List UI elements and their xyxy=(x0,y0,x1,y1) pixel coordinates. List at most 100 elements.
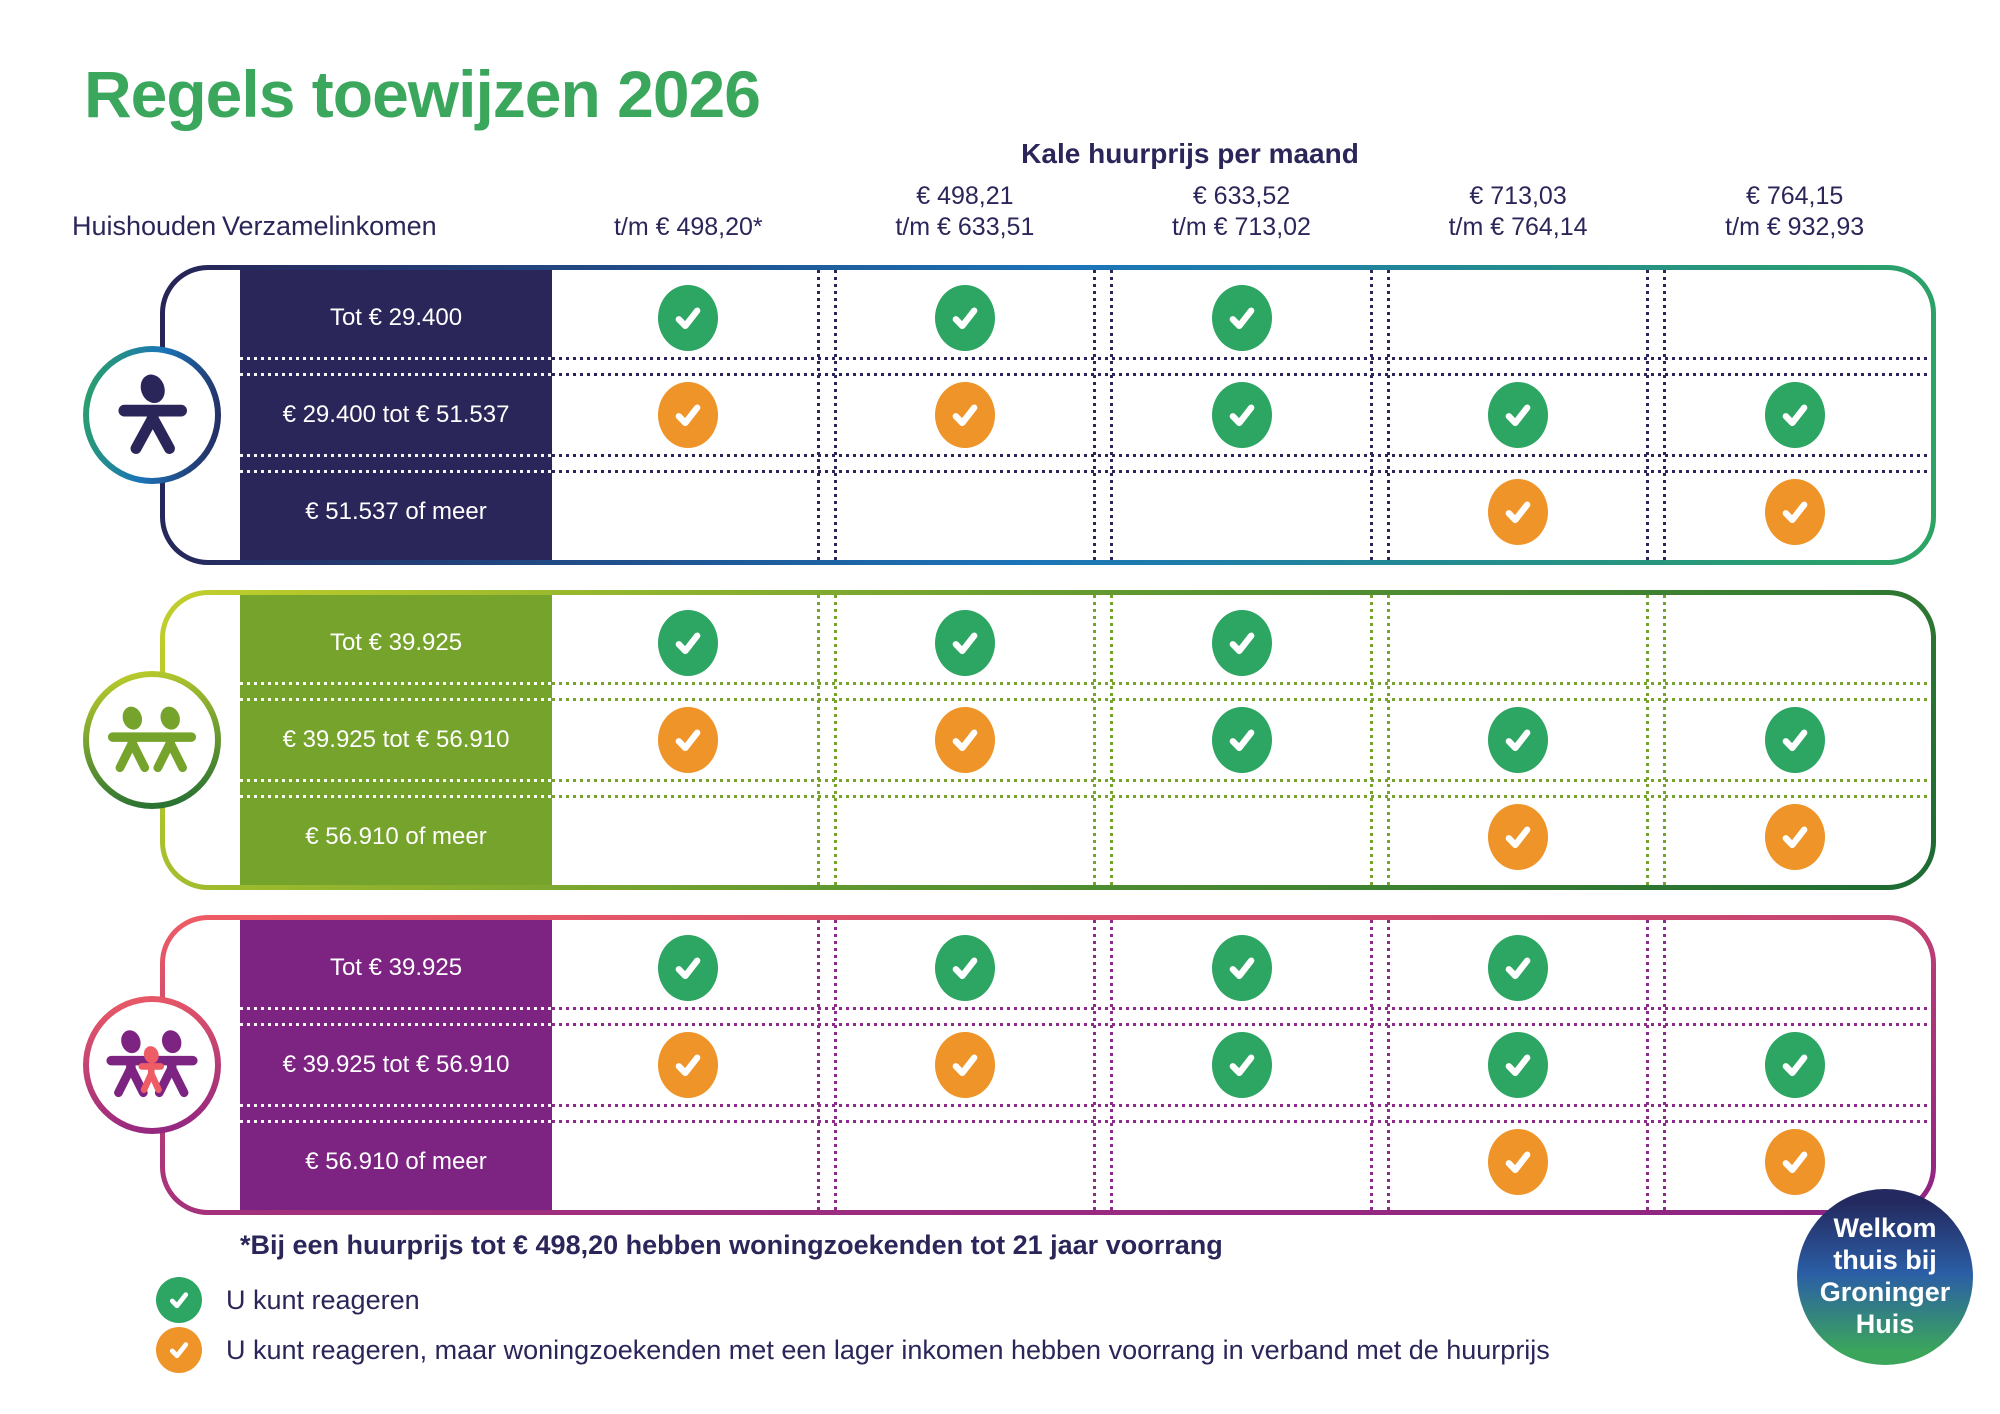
check-glyph xyxy=(952,729,978,752)
income-range-label: € 29.400 tot € 51.537 xyxy=(282,401,510,428)
row-separator-line-on-label xyxy=(240,698,552,702)
orange-check-icon xyxy=(156,1327,202,1373)
check-glyph xyxy=(676,957,701,980)
check-glyph xyxy=(952,632,978,655)
orange-check-icon xyxy=(658,707,719,773)
column-header-income: Verzamelinkomen xyxy=(222,211,437,241)
row-separator-line xyxy=(552,682,1931,686)
single-person-glyph xyxy=(118,374,187,454)
price-column-header-5: € 764,15 t/m € 932,93 xyxy=(1656,176,1933,242)
orange-check-icon xyxy=(1488,478,1549,545)
orange-check-icon xyxy=(658,1032,719,1098)
income-label-column xyxy=(240,920,552,1210)
column-separator-line xyxy=(1093,595,1097,885)
price-column-header-4: € 713,03 t/m € 764,14 xyxy=(1380,176,1657,242)
price-column-line: € 498,21 xyxy=(916,182,1014,210)
green-check-icon xyxy=(935,610,995,677)
green-check-icon xyxy=(1488,382,1549,448)
household-panel-family-with-children: Tot € 39.925 € 39.925 tot € 56.910 € 56.91… xyxy=(83,915,1936,1215)
income-range-label: Tot € 29.400 xyxy=(329,304,463,332)
row-separator-line-on-label xyxy=(240,794,552,798)
income-label-column xyxy=(240,595,552,885)
column-separator-line xyxy=(1646,595,1650,885)
check-glyph xyxy=(952,404,978,427)
check-glyph xyxy=(1229,307,1254,330)
legend-item-orange: U kunt reageren, maar woningzoekenden me… xyxy=(156,1327,1550,1373)
check-glyph xyxy=(952,307,978,330)
check-glyph xyxy=(952,957,978,980)
check-glyph xyxy=(1229,729,1254,752)
row-separator-line xyxy=(552,469,1931,473)
check-glyph xyxy=(1229,632,1254,655)
check-glyph xyxy=(1505,1054,1531,1077)
price-column-line: t/m € 764,14 xyxy=(1448,212,1588,241)
row-separator-line xyxy=(552,453,1931,457)
orange-check-icon xyxy=(1488,1128,1549,1195)
column-separator-line xyxy=(833,270,837,560)
check-glyph xyxy=(1782,501,1808,523)
single-person-icon xyxy=(83,346,221,484)
price-column-header-1: t/m € 498,20* xyxy=(550,176,827,242)
row-separator-line xyxy=(552,1007,1931,1011)
household-panel-single-person: Tot € 29.400 € 29.400 tot € 51.537 € 51.53… xyxy=(83,265,1936,565)
check-glyph xyxy=(1782,729,1808,752)
badge-line: thuis bij xyxy=(1833,1245,1937,1276)
green-check-icon xyxy=(1211,610,1272,677)
column-separator-line xyxy=(1093,920,1097,1210)
check-glyph xyxy=(1505,826,1531,848)
income-range-label: Tot € 39.925 xyxy=(329,629,463,657)
price-column-line: t/m € 633,51 xyxy=(895,212,1035,241)
panel-body: Tot € 39.925 € 39.925 tot € 56.910 € 56.91… xyxy=(165,920,1931,1210)
badge-line: Groninger xyxy=(1819,1277,1951,1307)
row-separator-line-on-label xyxy=(240,1007,552,1011)
income-range-label: Tot € 39.925 xyxy=(329,954,463,982)
check-glyph xyxy=(1505,957,1531,980)
row-separator-line-on-label xyxy=(240,682,552,686)
check-glyph xyxy=(1229,957,1254,980)
column-separator-line xyxy=(1369,595,1373,885)
check-glyph xyxy=(1782,1151,1808,1173)
green-check-icon xyxy=(1211,285,1272,352)
income-range-label: € 51.537 of meer xyxy=(305,497,487,525)
row-separator-line-on-label xyxy=(240,1119,552,1123)
check-glyph xyxy=(1505,1151,1531,1173)
green-check-icon xyxy=(1211,1032,1272,1098)
green-check-icon xyxy=(658,935,719,1002)
column-separator-line xyxy=(1093,270,1097,560)
green-check-icon xyxy=(1764,1032,1825,1098)
row-separator-line-on-label xyxy=(240,778,552,782)
price-column-line: t/m € 498,20* xyxy=(613,212,763,241)
column-separator-line xyxy=(1386,920,1390,1210)
legend-label: U kunt reageren xyxy=(226,1284,420,1315)
check-glyph xyxy=(1229,1054,1254,1077)
row-separator-line-on-label xyxy=(240,373,552,377)
column-separator-line xyxy=(1386,595,1390,885)
orange-check-icon xyxy=(1488,803,1549,870)
column-separator-line xyxy=(1646,270,1650,560)
price-column-line: € 713,03 xyxy=(1469,182,1567,210)
green-check-icon xyxy=(658,610,719,677)
column-separator-line xyxy=(1369,920,1373,1210)
price-column-headers: t/m € 498,20* € 498,21 t/m € 633,51 € 633,5… xyxy=(550,176,1933,242)
green-check-icon xyxy=(1211,707,1272,773)
price-column-line: t/m € 932,93 xyxy=(1725,212,1865,241)
check-glyph xyxy=(952,1054,978,1077)
price-column-header-3: € 633,52 t/m € 713,02 xyxy=(1103,176,1380,242)
column-separator-line xyxy=(833,920,837,1210)
price-group-header: Kale huurprijs per maand xyxy=(1021,138,1359,169)
check-glyph xyxy=(1782,826,1808,848)
orange-check-icon xyxy=(935,1032,995,1098)
green-check-icon xyxy=(1211,935,1272,1002)
check-glyph xyxy=(676,729,701,752)
row-separator-line-on-label xyxy=(240,469,552,473)
orange-check-icon xyxy=(1764,803,1825,870)
price-column-line: € 764,15 xyxy=(1746,182,1844,210)
green-check-icon xyxy=(1488,707,1549,773)
panel-body: Tot € 29.400 € 29.400 tot € 51.537 € 51.53… xyxy=(165,270,1931,560)
green-check-icon xyxy=(935,285,995,352)
row-separator-line-on-label xyxy=(240,1023,552,1027)
household-icon-disc xyxy=(89,352,215,478)
household-icon-disc xyxy=(89,1002,215,1128)
two-persons-icon xyxy=(83,671,221,809)
